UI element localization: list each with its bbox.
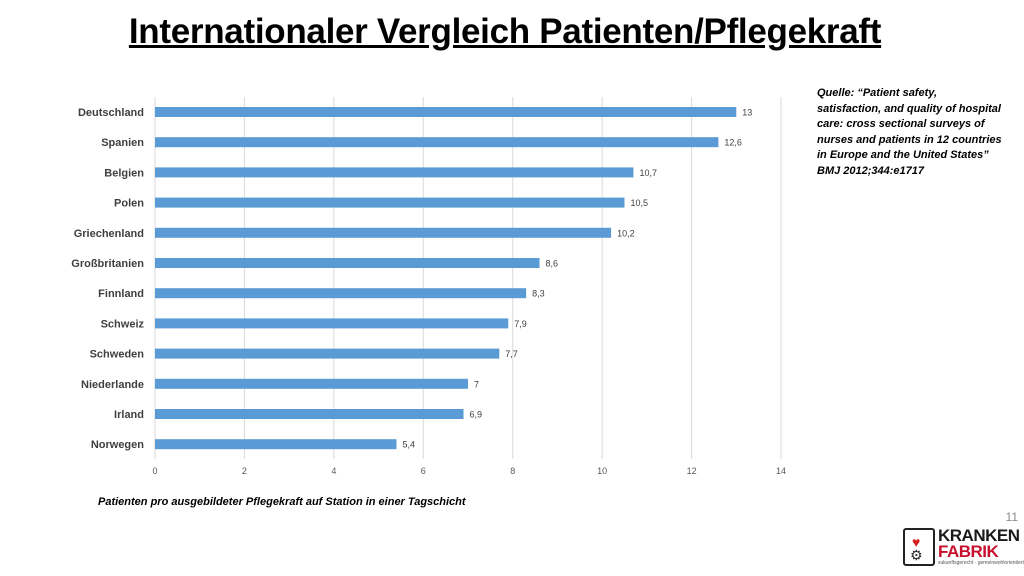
bars (155, 107, 737, 450)
data-label: 10,2 (617, 228, 635, 238)
category-label: Finnland (98, 288, 144, 300)
gridlines (154, 97, 782, 459)
data-label: 7,7 (505, 349, 518, 359)
data-label: 13 (742, 108, 752, 118)
bar (155, 318, 509, 329)
source-line: Quelle: “Patient safety, (817, 87, 938, 99)
category-label: Griechenland (74, 228, 144, 240)
logo-word-kranken: KRANKEN (938, 526, 1020, 545)
data-label: 6,9 (470, 410, 483, 420)
source-line: BMJ 2012;344:e1717 (817, 164, 925, 177)
x-tick-label: 10 (597, 466, 607, 476)
x-tick-label: 2 (242, 466, 247, 476)
category-label: Polen (114, 198, 144, 210)
category-label: Deutschland (78, 107, 144, 119)
x-tick-label: 0 (152, 466, 157, 476)
source-line: satisfaction, and quality of hospital (817, 102, 1001, 115)
x-tick-label: 6 (421, 466, 426, 476)
bar (155, 378, 468, 389)
data-label: 5,4 (402, 440, 415, 450)
krankenfabrik-logo: ♥ ⚙ KRANKEN FABRIK zukunftsgerecht · gem… (903, 526, 1024, 569)
bar (155, 409, 464, 419)
category-label: Norwegen (91, 439, 144, 451)
data-label: 10,7 (639, 168, 657, 178)
data-label: 8,6 (546, 259, 559, 269)
category-label: Belgien (104, 167, 144, 179)
logo-word-fabrik: FABRIK (938, 542, 999, 561)
data-label: 12,6 (724, 138, 742, 148)
bar (155, 288, 527, 299)
source-line: nurses and patients in 12 countries (817, 133, 1002, 146)
bar (155, 227, 612, 238)
category-label: Schweiz (101, 318, 145, 330)
data-label: 7,9 (514, 319, 527, 329)
category-label: Spanien (101, 137, 144, 149)
heart-icon: ♥ (912, 534, 921, 550)
logo-tagline: zukunftsgerecht · gemeinwohlorientiert (938, 560, 1024, 566)
slide-title: Internationaler Vergleich Patienten/Pfle… (128, 12, 882, 51)
x-tick-label: 8 (510, 466, 515, 476)
x-tick-label: 4 (331, 466, 336, 476)
page-number: 11 (1005, 510, 1018, 524)
source-note: Quelle: “Patient safety, satisfaction, a… (817, 86, 1017, 179)
logo-badge: ♥ ⚙ (903, 528, 935, 566)
source-line: care: cross sectional surveys of (817, 118, 985, 130)
bar (155, 107, 737, 117)
bar (155, 137, 719, 148)
data-label: 8,3 (532, 289, 545, 299)
category-label: Niederlande (81, 379, 144, 391)
x-tick-label: 12 (687, 466, 697, 476)
bar (155, 348, 500, 359)
labels: 0 2 4 6 8 10 12 14 Deutschland 13 Spanien 12,6 Belgi… (71, 107, 786, 476)
bar (155, 439, 397, 450)
category-label: Großbritanien (71, 258, 144, 270)
source-line: in Europe and the United States” (817, 149, 989, 161)
data-label: 10,5 (631, 198, 649, 208)
category-label: Irland (114, 409, 144, 421)
x-tick-label: 14 (776, 466, 786, 476)
gear-icon: ⚙ (910, 547, 923, 563)
bar (155, 167, 634, 178)
category-label: Schweden (90, 349, 145, 361)
data-label: 7 (474, 379, 479, 389)
bar (155, 258, 540, 268)
x-axis-caption: Patienten pro ausgebildeter Pflegekraft … (98, 496, 466, 508)
bar (155, 197, 625, 208)
